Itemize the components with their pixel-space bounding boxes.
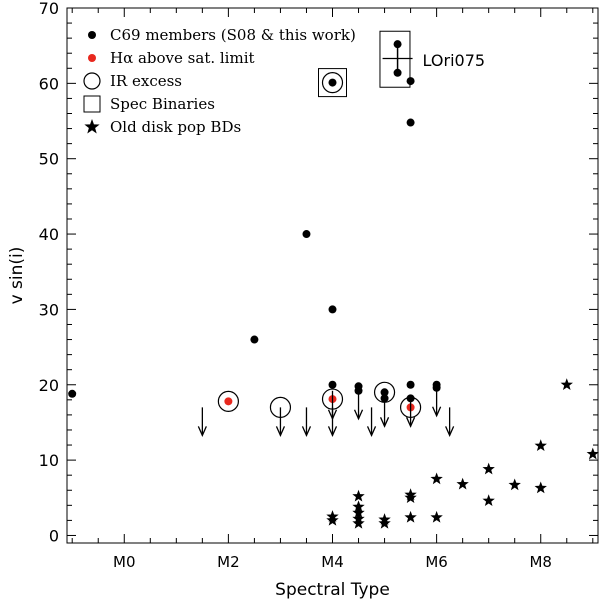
upper-limit-arrowhead	[275, 426, 286, 437]
old-disk-star	[482, 494, 495, 507]
old-disk-star	[560, 378, 573, 391]
old-disk-star	[378, 516, 391, 529]
legend-label: IR excess	[110, 72, 182, 90]
upper-limit-arrowhead	[327, 409, 338, 421]
old-disk-star	[352, 516, 365, 529]
legend-square-icon	[83, 95, 101, 113]
old-disk-star	[534, 439, 547, 452]
binary-square	[379, 30, 411, 88]
ir-excess-circle	[217, 390, 239, 412]
upper-limit-arrowhead	[432, 406, 442, 418]
old-disk-star	[326, 513, 339, 526]
x-tick-label: M4	[321, 553, 344, 571]
old-disk-star	[404, 491, 417, 504]
member-point	[302, 230, 311, 239]
y-tick-label: 70	[39, 0, 59, 18]
member-point	[380, 388, 389, 397]
lori075-annotation: LOri075	[423, 51, 486, 70]
legend-dot-icon	[88, 31, 96, 39]
legend-label: C69 members (S08 & this work)	[110, 26, 356, 44]
y-tick-label: 20	[39, 376, 59, 395]
old-disk-star	[430, 510, 443, 523]
upper-limit-arrowhead	[405, 417, 416, 428]
upper-limit-arrowhead	[327, 426, 338, 437]
legend-dot-icon	[88, 54, 96, 62]
y-tick-label: 10	[39, 451, 59, 470]
member-point	[250, 335, 259, 344]
legend-label: Old disk pop BDs	[110, 118, 241, 136]
y-tick-label: 30	[39, 300, 59, 319]
old-disk-star	[430, 472, 443, 485]
y-tick-label: 50	[39, 150, 59, 169]
y-tick-label: 60	[39, 74, 59, 93]
upper-limit-arrowhead	[353, 409, 364, 421]
member-point	[406, 77, 415, 86]
chart-layer: M0 M2 M4 M6 M8 0 10 20 30 40 50 60 70 Spectral Type v …	[7, 0, 599, 600]
legend-star-icon	[84, 119, 100, 134]
legend-label: Spec Binaries	[110, 95, 215, 113]
member-point	[68, 389, 77, 398]
legend-label: Hα above sat. limit	[110, 49, 255, 67]
upper-limit-arrowhead	[366, 426, 377, 437]
old-disk-star	[326, 510, 339, 522]
old-disk-star	[352, 500, 365, 513]
old-disk-star	[352, 506, 365, 519]
old-disk-star	[352, 489, 365, 502]
x-axis-label: Spectral Type	[275, 580, 390, 600]
y-tick-label: 40	[39, 225, 59, 244]
x-tick-label: M0	[113, 553, 136, 571]
member-point	[406, 380, 415, 389]
y-axis-label: v sin(i)	[7, 247, 27, 305]
member-point	[328, 305, 337, 314]
old-disk-star	[404, 510, 417, 523]
member-point	[328, 380, 337, 389]
legend-circle-icon	[83, 72, 101, 90]
old-disk-star	[534, 481, 547, 494]
member-point	[406, 118, 415, 127]
y-tick-label: 0	[49, 526, 59, 545]
x-tick-label: M2	[217, 553, 240, 571]
x-tick-label: M6	[425, 553, 448, 571]
binary-square	[318, 68, 347, 98]
upper-limit-arrowhead	[379, 417, 390, 428]
upper-limit-arrowhead	[197, 426, 207, 437]
member-point	[328, 78, 337, 87]
old-disk-star	[456, 477, 469, 490]
x-tick-label: M8	[529, 553, 552, 571]
old-disk-star	[482, 462, 495, 475]
upper-limit-arrowhead	[301, 426, 312, 437]
old-disk-star	[586, 447, 599, 460]
ir-excess-circle	[321, 71, 344, 94]
halpha-point	[224, 397, 233, 406]
upper-limit-arrowhead	[445, 426, 455, 437]
old-disk-star	[508, 478, 521, 491]
